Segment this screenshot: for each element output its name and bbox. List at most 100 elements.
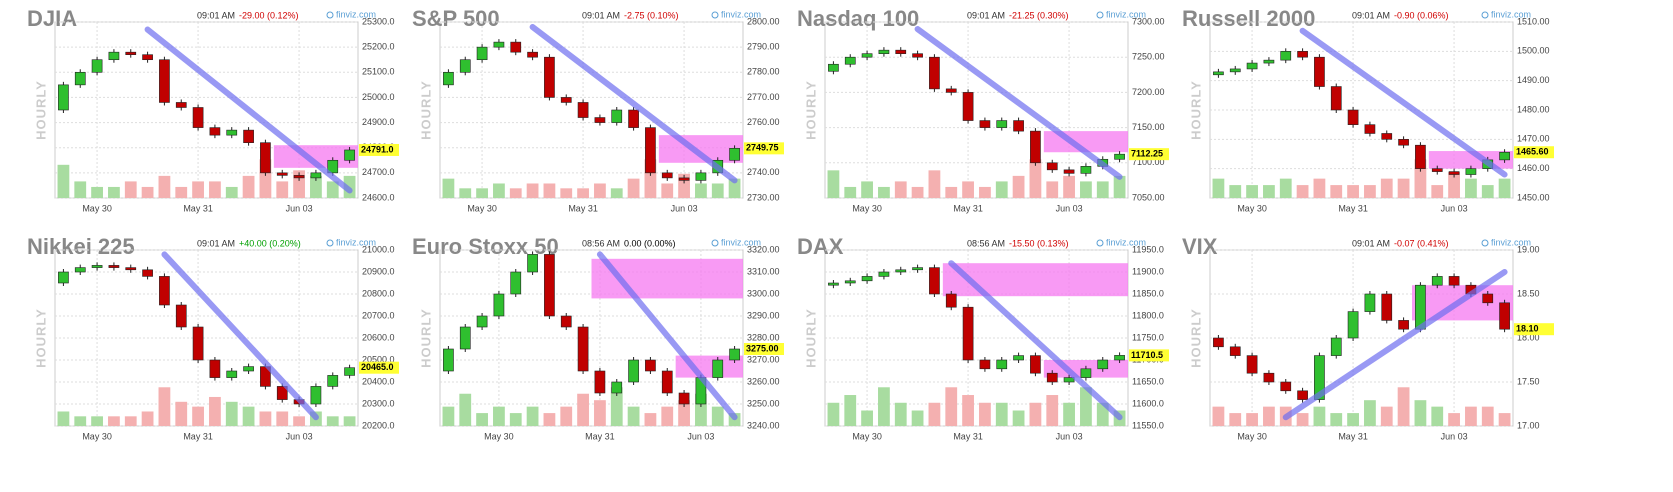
candle	[209, 359, 221, 378]
y-tick-label: 3310.00	[747, 266, 780, 276]
volume-bar	[1029, 159, 1042, 198]
y-tick-label: 11800.0	[1132, 310, 1164, 320]
volume-bar	[594, 183, 606, 198]
trendline	[914, 26, 1123, 180]
volume-bar	[1246, 185, 1258, 198]
y-tick-label: 3260.00	[747, 376, 780, 386]
last-price: 7112.25	[1131, 149, 1163, 159]
volume-bar	[276, 411, 289, 426]
candle	[243, 366, 254, 372]
candle	[293, 175, 305, 179]
side-label: HOURLY	[418, 308, 433, 368]
volume-bar	[1080, 181, 1092, 198]
volume-bar	[861, 410, 873, 426]
volume-bar	[1414, 400, 1427, 426]
candle	[1229, 68, 1241, 73]
y-tick-label: 1470.00	[1517, 134, 1550, 144]
y-tick-label: 3250.00	[747, 398, 780, 408]
candle	[1097, 359, 1109, 370]
volume-bar	[627, 406, 640, 426]
volume-bar	[175, 401, 188, 426]
y-tick-label: 20500.0	[362, 354, 395, 364]
volume-bar	[661, 406, 674, 426]
y-tick-label: 1460.00	[1517, 163, 1550, 173]
chart-title: DAX	[797, 234, 844, 259]
candle	[226, 370, 238, 378]
candle	[493, 293, 505, 317]
volume-bar	[711, 183, 724, 198]
time: 09:01 AM	[967, 10, 1005, 20]
volume-bar	[1012, 175, 1025, 198]
candle	[895, 49, 907, 54]
plot-border	[824, 21, 1129, 199]
source: finviz.com	[721, 237, 761, 247]
volume-bar	[293, 416, 305, 426]
y-tick-label: 11550.0	[1132, 420, 1164, 430]
candle	[1263, 372, 1275, 383]
y-tick-label: 24700.0	[362, 167, 395, 177]
candle	[1063, 169, 1075, 174]
time: 08:56 AM	[582, 238, 620, 248]
candle	[979, 120, 991, 128]
candle	[861, 53, 873, 58]
candle	[1448, 171, 1460, 175]
y-tick-label: 11850.0	[1132, 288, 1164, 298]
volume-bar	[1347, 185, 1359, 198]
volume-bar	[225, 186, 238, 198]
candle	[58, 84, 69, 111]
candle	[577, 102, 589, 118]
volume-bar	[74, 181, 87, 198]
volume-bar	[158, 387, 171, 426]
volume-bar	[728, 178, 741, 198]
time: 09:01 AM	[1352, 10, 1390, 20]
candle	[945, 88, 957, 93]
time: 09:01 AM	[197, 238, 235, 248]
candle	[1499, 302, 1510, 330]
x-tick-label: May 30	[82, 203, 112, 213]
candle	[276, 172, 288, 176]
change: -0.90 (0.06%)	[1394, 10, 1449, 20]
side-label: HOURLY	[33, 308, 48, 368]
change: -0.07 (0.41%)	[1394, 238, 1449, 248]
volume-bar	[1347, 413, 1359, 426]
candle	[844, 56, 856, 65]
candle	[276, 386, 288, 400]
candle	[828, 63, 839, 72]
y-tick-label: 20600.0	[362, 332, 395, 342]
y-tick-label: 11650.0	[1132, 376, 1164, 386]
candle	[1499, 151, 1510, 161]
candle	[560, 315, 572, 328]
volume-bar	[1263, 406, 1275, 426]
y-tick-label: 11600.0	[1132, 398, 1164, 408]
candle	[544, 56, 555, 98]
x-tick-label: May 30	[852, 431, 882, 441]
last-price-box	[359, 361, 399, 374]
volume-bar	[1448, 413, 1460, 426]
candle	[1213, 71, 1224, 76]
source: finviz.com	[721, 9, 761, 19]
volume-bar	[442, 406, 455, 426]
volume-bar	[1330, 185, 1343, 198]
volume-bar	[1397, 387, 1410, 426]
source: finviz.com	[1106, 9, 1146, 19]
volume-bar	[577, 393, 589, 426]
y-tick-label: 11750.0	[1132, 332, 1164, 342]
volume-bar	[74, 416, 87, 426]
candle	[661, 370, 673, 394]
volume-bar	[610, 387, 623, 426]
y-tick-label: 1490.00	[1517, 75, 1550, 85]
candle	[945, 293, 957, 308]
volume-bar	[459, 188, 472, 198]
y-tick-label: 2740.00	[747, 167, 780, 177]
volume-bar	[1498, 413, 1511, 426]
candle	[1431, 276, 1443, 286]
candle	[1297, 51, 1308, 58]
candle	[912, 267, 923, 271]
y-tick-label: 11900.0	[1132, 266, 1164, 276]
volume-bar	[1465, 178, 1477, 198]
chart-title: S&P 500	[412, 6, 500, 31]
volume-bar	[526, 406, 539, 426]
candle	[996, 359, 1008, 370]
volume-bar	[124, 416, 137, 426]
volume-bar	[894, 181, 907, 198]
